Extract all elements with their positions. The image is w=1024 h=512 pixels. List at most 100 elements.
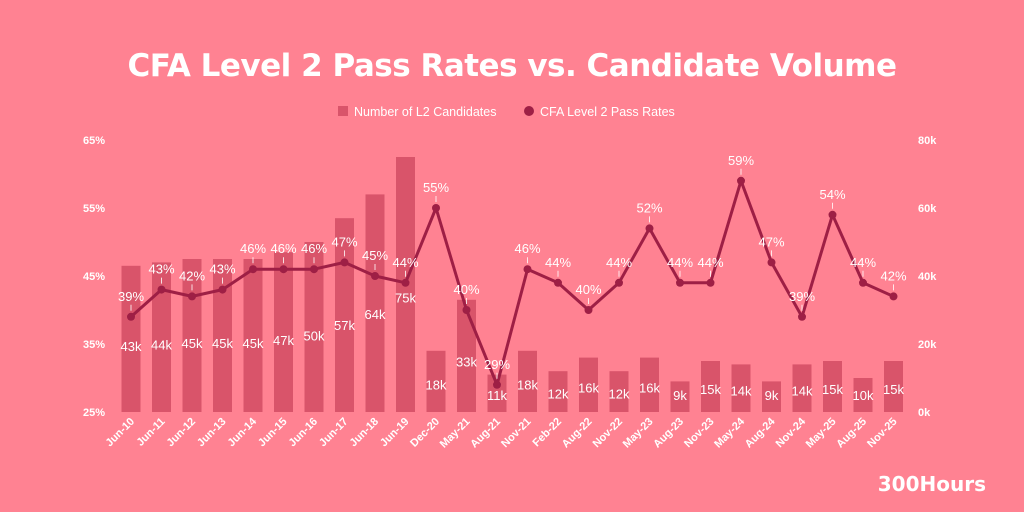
pass-rate-point xyxy=(645,224,654,233)
x-tick-label: Feb-22 xyxy=(531,416,565,450)
pass-rate-point xyxy=(401,278,410,287)
bar-label: 12k xyxy=(548,387,569,402)
legend-bar-label: Number of L2 Candidates xyxy=(354,105,496,119)
bar-label: 14k xyxy=(731,384,752,399)
bar-label: 44k xyxy=(151,338,172,353)
pass-rate-point xyxy=(432,204,440,212)
pass-rate-label: 46% xyxy=(514,241,540,256)
pass-rate-label: 44% xyxy=(392,255,418,270)
x-tick-label: Jun-16 xyxy=(287,416,321,450)
pass-rate-point xyxy=(188,292,196,301)
bar-label: 14k xyxy=(792,384,813,399)
brand-logo: 300Hours xyxy=(877,472,986,496)
y-left-tick: 45% xyxy=(83,271,105,283)
pass-rate-label: 39% xyxy=(789,289,815,304)
pass-rate-label: 52% xyxy=(636,200,662,215)
bar xyxy=(884,361,903,412)
bar xyxy=(457,299,476,412)
pass-rate-point xyxy=(340,258,349,267)
pass-rate-label: 46% xyxy=(240,241,266,256)
pass-rate-label: 45% xyxy=(362,248,388,263)
bar-label: 64k xyxy=(365,307,386,322)
pass-rate-label: 55% xyxy=(423,180,449,195)
pass-rate-point xyxy=(859,278,867,287)
pass-rate-label: 44% xyxy=(697,255,723,270)
bar-label: 57k xyxy=(334,318,355,333)
x-tick-label: Dec-20 xyxy=(408,416,442,450)
bar xyxy=(121,265,141,412)
bar-label: 9k xyxy=(765,388,779,403)
pass-rate-point xyxy=(584,306,593,314)
pass-rate-label: 29% xyxy=(484,357,510,372)
x-tick-label: May-23 xyxy=(621,416,656,451)
bar xyxy=(823,361,842,412)
pass-rate-point xyxy=(127,312,135,321)
pass-rate-point xyxy=(371,272,379,280)
bar xyxy=(518,350,537,412)
bar-label: 47k xyxy=(273,333,294,348)
x-tick-label: May-21 xyxy=(438,416,473,451)
bar xyxy=(243,259,263,412)
pass-rate-point xyxy=(767,258,776,267)
legend: Number of L2 Candidates CFA Level 2 Pass… xyxy=(338,105,675,119)
pass-rate-label: 40% xyxy=(575,282,601,297)
bar xyxy=(304,242,324,412)
bar-label: 33k xyxy=(456,355,477,370)
bar xyxy=(335,218,354,412)
pass-rate-point xyxy=(157,285,166,294)
chart-title: CFA Level 2 Pass Rates vs. Candidate Vol… xyxy=(127,48,897,84)
bar-label: 16k xyxy=(639,381,660,396)
x-tick-label: Jun-10 xyxy=(104,416,138,450)
bar xyxy=(579,357,598,412)
x-tick-label: Nov-25 xyxy=(865,416,899,450)
x-tick-label: Jun-14 xyxy=(226,415,260,449)
legend-line-label: CFA Level 2 Pass Rates xyxy=(540,105,675,119)
pass-rate-point xyxy=(249,265,257,274)
x-tick-label: Jun-18 xyxy=(348,416,382,450)
pass-rate-point xyxy=(523,265,532,274)
x-tick-label: Jun-19 xyxy=(378,416,412,450)
y-right-tick: 40k xyxy=(918,271,937,283)
x-tick-label: Jun-12 xyxy=(165,416,199,450)
bar xyxy=(640,357,659,412)
pass-rate-line xyxy=(130,179,895,387)
y-left-tick: 25% xyxy=(83,407,105,419)
x-tick-label: Jun-15 xyxy=(256,416,290,450)
pass-rate-point xyxy=(737,176,745,185)
pass-rate-label: 54% xyxy=(819,187,845,202)
pass-rate-label: 40% xyxy=(453,282,479,297)
pass-rate-point xyxy=(554,278,562,287)
bar-label: 43k xyxy=(121,339,142,354)
bar xyxy=(548,371,568,412)
bar-label: 45k xyxy=(243,336,264,351)
pass-rate-point xyxy=(615,278,623,287)
bar xyxy=(426,350,446,412)
x-tick-label: Nov-22 xyxy=(591,416,625,450)
pass-rate-label: 47% xyxy=(331,234,357,249)
pass-rate-label: 44% xyxy=(667,255,693,270)
legend-bar-swatch xyxy=(338,106,348,116)
pass-rate-label: 43% xyxy=(209,262,235,277)
x-tick-label: Nov-23 xyxy=(682,416,716,450)
bar xyxy=(701,361,720,412)
x-tick-label: Jun-13 xyxy=(195,416,229,450)
y-left-tick: 55% xyxy=(83,203,105,215)
pass-rate-label: 42% xyxy=(179,268,205,283)
bar-label: 10k xyxy=(853,388,874,403)
x-tick-label: Jun-11 xyxy=(134,416,167,449)
pass-rate-point xyxy=(828,210,837,219)
pass-rate-point xyxy=(706,278,715,287)
x-tick-label: May-25 xyxy=(804,416,839,451)
x-tick-label: Aug-23 xyxy=(651,416,686,451)
pass-rate-label: 59% xyxy=(728,153,754,168)
bar xyxy=(792,364,812,412)
bar xyxy=(762,381,781,412)
bar xyxy=(609,371,629,412)
x-tick-label: Jun-17 xyxy=(317,416,351,450)
pass-rate-label: 44% xyxy=(606,255,632,270)
bar xyxy=(365,194,385,412)
bar-label: 50k xyxy=(304,329,325,344)
pass-rate-label: 43% xyxy=(148,262,174,277)
pass-rate-label: 47% xyxy=(758,234,784,249)
